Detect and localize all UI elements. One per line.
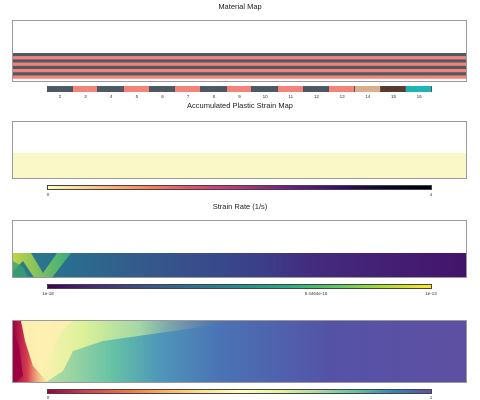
strain-colorbar-min: 0 — [46, 192, 50, 197]
material-legend-swatch — [226, 86, 253, 92]
material-legend-bar — [47, 86, 432, 92]
material-legend-swatch — [406, 86, 432, 92]
strain-rate-field — [13, 253, 466, 277]
bottom-colorbar-max: 1 — [429, 395, 433, 400]
material-layer — [13, 56, 466, 60]
material-legend-swatch — [201, 86, 227, 92]
material-legend-swatch — [329, 86, 355, 92]
material-legend-tick: 10 — [262, 94, 268, 99]
material-legend-tick: 15 — [390, 94, 397, 99]
material-legend-tick: 11 — [288, 94, 294, 99]
material-legend-tick: 4 — [109, 94, 113, 99]
material-layer — [13, 65, 466, 70]
material-legend-swatch — [252, 86, 278, 92]
strain-rate-title: Strain Rate (1/s) — [212, 202, 268, 211]
material-map-panel — [12, 20, 467, 82]
strain-map-panel — [12, 121, 467, 179]
strain-rate-colorbar-max: 1e-13 — [425, 291, 437, 296]
material-legend-tick: 9 — [238, 94, 241, 99]
material-legend-swatch — [355, 86, 381, 92]
material-legend-swatch — [303, 86, 330, 92]
material-legend-tick: 13 — [339, 94, 345, 99]
material-legend-tick: 2 — [58, 94, 62, 99]
material-legend-tick: 14 — [365, 94, 371, 99]
material-legend-tick: 12 — [313, 94, 320, 99]
material-legend-tick: 5 — [135, 94, 139, 99]
material-layer — [13, 53, 466, 57]
material-legend-swatch — [124, 86, 150, 92]
strain-rate-colorbar-min: 1e-18 — [42, 291, 54, 296]
material-layer — [13, 72, 466, 76]
material-layer — [13, 59, 466, 63]
strain-field — [13, 153, 466, 178]
material-legend-tick: 7 — [186, 94, 190, 99]
material-legend-swatch — [149, 86, 176, 92]
bottom-colorbar — [47, 389, 432, 394]
material-legend-tick: 16 — [416, 94, 422, 99]
strain-map-title: Accumulated Plastic Strain Map — [187, 101, 293, 110]
bottom-field-panel — [12, 320, 467, 383]
material-legend-tick: 3 — [84, 94, 87, 99]
strain-rate-colorbar-mid: 5.4464e-15 — [304, 291, 328, 296]
strain-rate-panel — [12, 220, 467, 278]
material-map-title: Material Map — [218, 2, 262, 11]
material-legend-swatch — [380, 86, 407, 92]
material-legend-swatch — [72, 86, 99, 92]
material-legend-swatch — [47, 86, 73, 92]
strain-colorbar — [47, 185, 432, 190]
material-legend-tick: 8 — [212, 94, 216, 99]
strain-colorbar-max: 4 — [429, 192, 433, 197]
material-layer — [13, 62, 466, 66]
material-legend-swatch — [98, 86, 124, 92]
material-legend-tick: 6 — [161, 94, 164, 99]
material-layer — [13, 75, 466, 79]
bottom-field — [13, 321, 466, 382]
material-legend-swatch — [278, 86, 304, 92]
bottom-colorbar-min: 0 — [46, 395, 50, 400]
material-layer — [13, 69, 466, 73]
material-legend-swatch — [175, 86, 201, 92]
strain-rate-colorbar — [47, 284, 432, 289]
material-map-stripes — [13, 53, 466, 79]
